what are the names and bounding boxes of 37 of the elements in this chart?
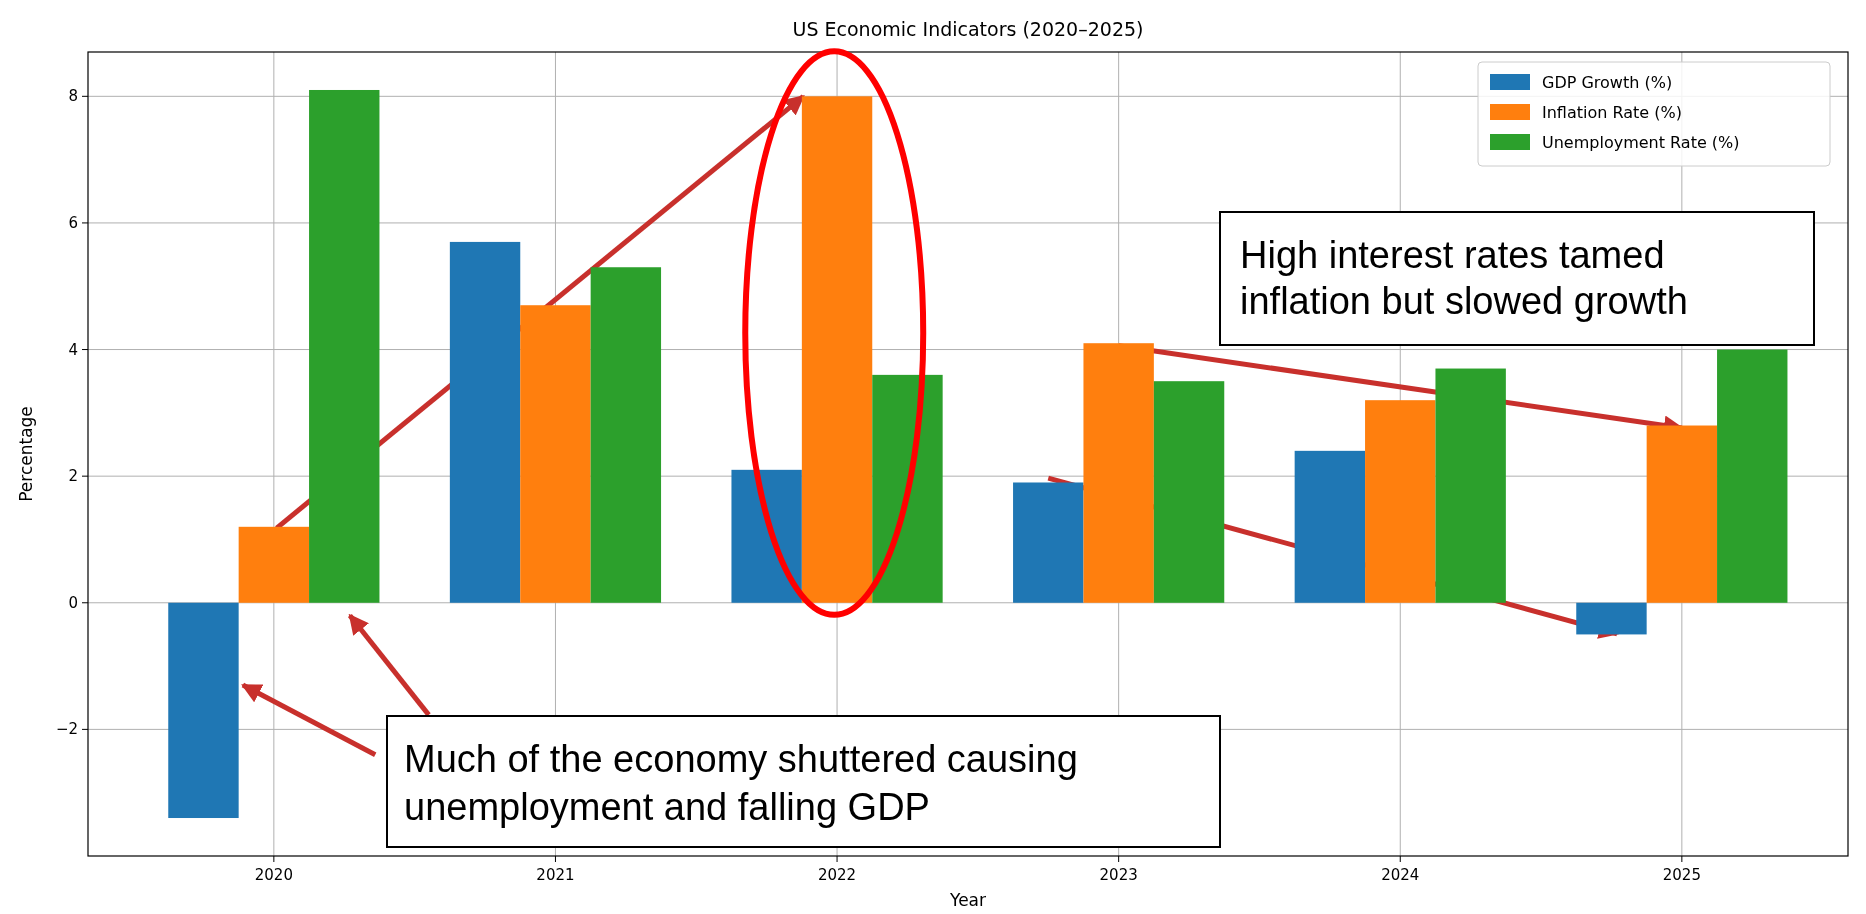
x-axis-title: Year	[949, 890, 986, 910]
bar	[1083, 343, 1154, 603]
bar	[872, 374, 943, 603]
annotation: Much of the economy shuttered causing unemployment and falling GDP	[404, 738, 1078, 828]
x-tick-label: 2024	[1381, 866, 1420, 884]
x-tick-label: 2022	[817, 866, 857, 884]
bar	[1435, 368, 1506, 603]
bar	[1717, 349, 1788, 603]
x-tick-label: 2025	[1662, 866, 1701, 884]
bar	[1646, 425, 1718, 603]
bar	[1013, 482, 1084, 603]
x-tick-label: 2023	[1099, 866, 1138, 884]
bar	[590, 267, 662, 603]
bar	[1365, 400, 1436, 603]
bar	[731, 469, 802, 603]
bar	[1153, 381, 1225, 603]
x-tick-label: 2020	[254, 866, 293, 884]
bar	[449, 241, 521, 603]
bar	[238, 526, 310, 603]
bar	[309, 89, 380, 603]
chart-title: US Economic Indicators (2020–2025)	[792, 18, 1144, 40]
bar	[1576, 602, 1647, 635]
y-tick-label: 4	[68, 340, 78, 359]
bar	[520, 305, 591, 603]
y-tick-label: −2	[55, 720, 78, 739]
legend-label: GDP Growth (%)	[1542, 73, 1673, 92]
legend-label: Unemployment Rate (%)	[1542, 133, 1740, 152]
annotation: High interest rates tamed inflation but slowed growth	[1240, 234, 1688, 322]
legend-label: Inflation Rate (%)	[1542, 103, 1682, 122]
y-tick-label: 6	[68, 213, 78, 232]
y-tick-label: 2	[68, 467, 78, 486]
bar	[1294, 450, 1366, 603]
y-tick-label: 8	[68, 87, 78, 106]
x-tick-label: 2021	[536, 866, 575, 884]
y-axis-title: Percentage	[16, 406, 36, 502]
bar	[168, 602, 239, 819]
y-tick-label: 0	[68, 593, 78, 612]
